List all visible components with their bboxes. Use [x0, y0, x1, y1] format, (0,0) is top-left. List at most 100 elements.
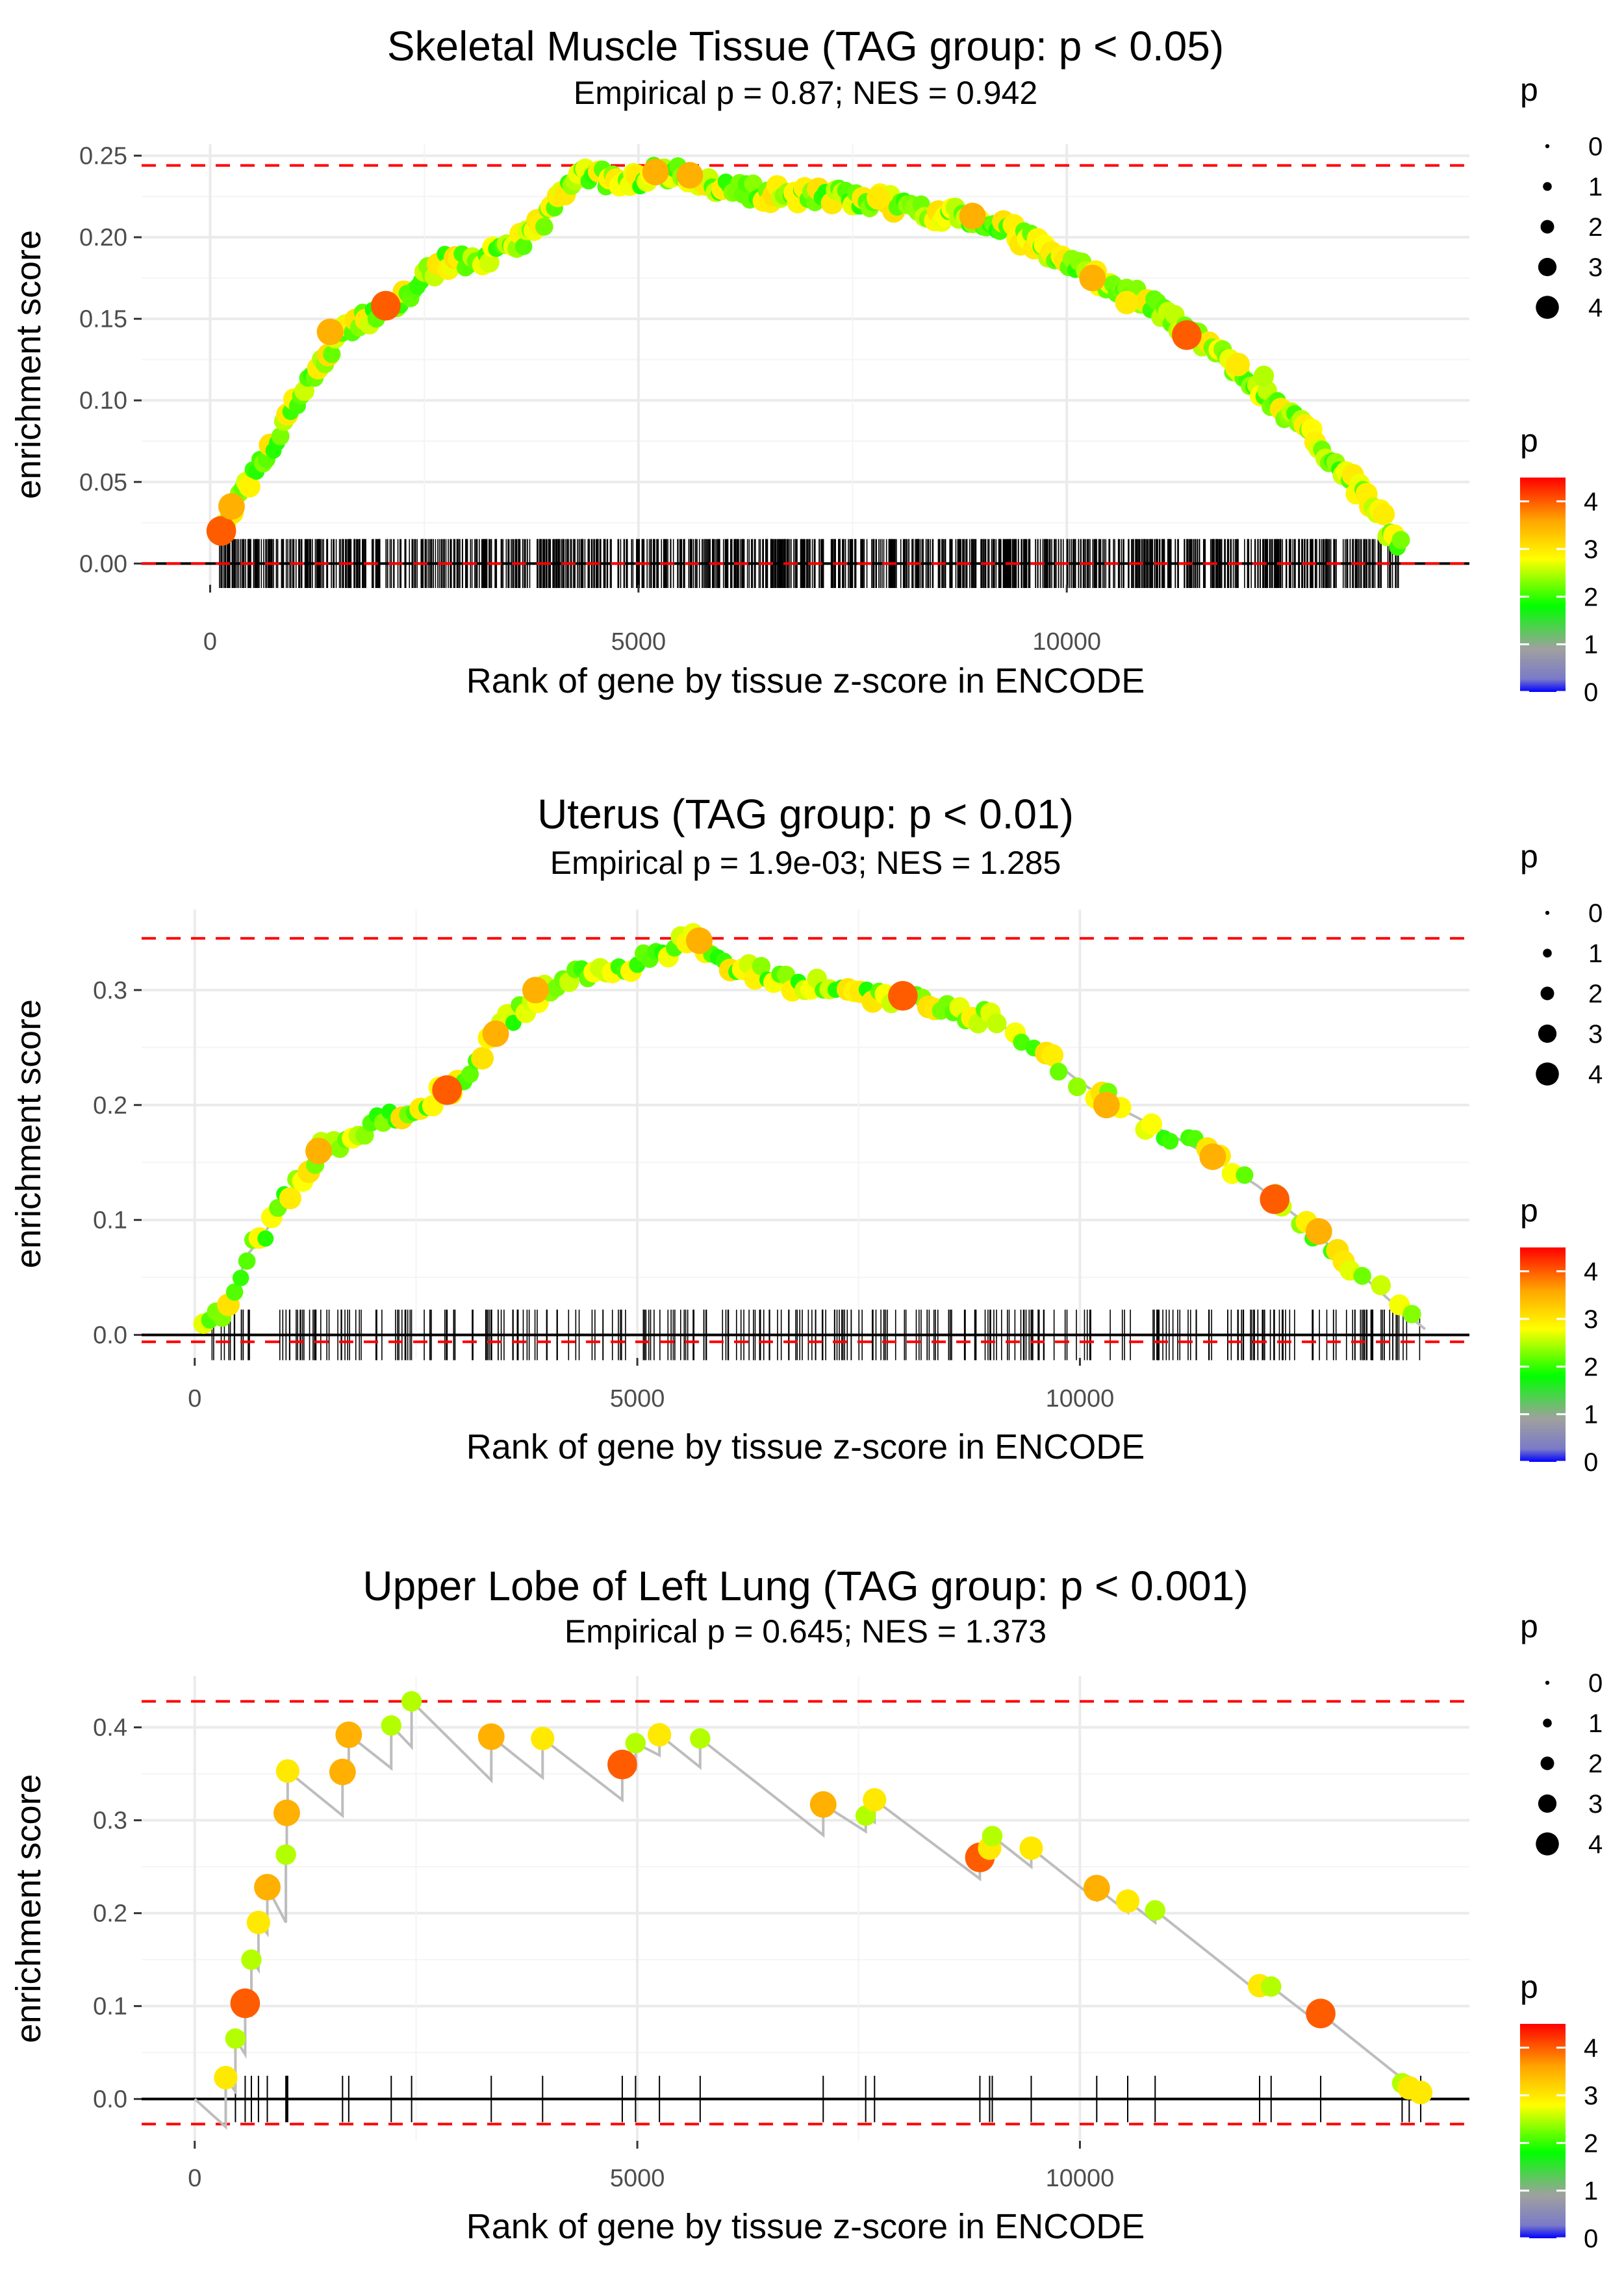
chart-panel-1: 0.00 0.05 0.10 0.15 0.20 0.25 0 5000 10000 Skelet…: [9, 23, 1603, 707]
gene-point: [1141, 1113, 1163, 1135]
gene-point: [477, 1723, 505, 1750]
chart-title: Upper Lobe of Left Lung (TAG group: p < …: [362, 1563, 1248, 1609]
gene-point: [381, 1715, 402, 1736]
colorbar: [1520, 478, 1566, 692]
y-tick-label: 0.0: [93, 2086, 127, 2114]
gene-point: [401, 1691, 422, 1712]
gene-point: [959, 203, 986, 229]
gene-point: [1261, 1976, 1282, 1997]
gene-point: [218, 493, 245, 520]
size-legend-dot: [1543, 949, 1552, 958]
size-legend-dot: [1540, 220, 1554, 234]
x-tick-label: 0: [188, 2165, 201, 2192]
gene-point: [987, 1013, 1007, 1034]
x-axis-label: Rank of gene by tissue z-score in ENCODE: [466, 1427, 1145, 1466]
gene-point: [1079, 264, 1106, 292]
gene-point: [1353, 1267, 1371, 1285]
gene-point: [335, 1721, 362, 1748]
gene-point: [371, 290, 401, 321]
color-legend-title: p: [1520, 1192, 1538, 1229]
gene-point: [1305, 1218, 1332, 1245]
gene-point: [776, 965, 796, 984]
color-legend-title: p: [1520, 422, 1538, 459]
y-axis-label: enrichment score: [9, 1774, 48, 2043]
gene-point: [432, 1075, 462, 1105]
gene-point: [1199, 1143, 1226, 1170]
size-legend-dot: [1545, 910, 1550, 915]
gene-point: [241, 1949, 262, 1970]
y-tick-label: 0.1: [93, 1993, 127, 2021]
colorbar-label: 4: [1584, 488, 1598, 517]
x-axis-label: Rank of gene by tissue z-score in ENCODE: [466, 2207, 1145, 2246]
gene-point: [1253, 365, 1275, 387]
size-legend-dot: [1545, 1680, 1550, 1685]
y-tick-label: 0.20: [79, 224, 127, 251]
x-tick-label: 10000: [1046, 2165, 1115, 2192]
gene-point: [1236, 1166, 1254, 1184]
colorbar-label: 2: [1584, 2129, 1598, 2158]
gene-point: [225, 2028, 246, 2049]
gene-point: [1161, 1132, 1179, 1150]
gene-point: [246, 1910, 270, 1935]
y-tick-label: 0.25: [79, 143, 127, 170]
gene-point: [1083, 1874, 1110, 1902]
y-axis-label: enrichment score: [9, 230, 48, 499]
size-legend-label: 1: [1588, 173, 1603, 201]
gene-point: [505, 1015, 522, 1031]
y-tick-label: 0.3: [93, 977, 127, 1004]
gene-point: [686, 927, 713, 954]
gene-point: [1050, 1062, 1068, 1081]
gene-point: [809, 1791, 837, 1818]
y-tick-label: 0.10: [79, 387, 127, 415]
size-legend-dot: [1536, 296, 1559, 319]
size-legend-dot: [1538, 1024, 1557, 1043]
gene-point: [479, 252, 500, 273]
gene-point: [982, 1826, 1003, 1846]
gene-point: [1306, 1999, 1336, 2028]
gene-point: [535, 218, 553, 236]
size-legend-label: 0: [1588, 1669, 1603, 1698]
x-tick-label: 5000: [610, 1385, 665, 1412]
gene-point: [1067, 1077, 1087, 1097]
size-legend-label: 2: [1588, 1750, 1603, 1778]
colorbar-label: 2: [1584, 583, 1598, 611]
gene-point: [1115, 290, 1139, 314]
gene-point: [1391, 531, 1410, 550]
gene-point: [1373, 503, 1395, 526]
legend: p 0 1 2 3 4 p 4 3 2 1 0: [1520, 71, 1603, 707]
x-tick-label: 5000: [611, 628, 666, 656]
y-tick-label: 0.00: [79, 550, 127, 578]
gene-point: [522, 977, 549, 1004]
size-legend-dot: [1543, 182, 1552, 191]
size-legend-label: 3: [1588, 1020, 1603, 1049]
y-tick-label: 0.0: [93, 1322, 127, 1349]
size-legend-label: 0: [1588, 899, 1603, 928]
size-legend-title: p: [1520, 838, 1538, 875]
chart-subtitle: Empirical p = 1.9e-03; NES = 1.285: [550, 845, 1061, 881]
chart-panel-2: 0.0 0.1 0.2 0.3 0 5000 10000 Uterus (TAG group:…: [9, 791, 1603, 1477]
size-legend-label: 4: [1588, 1830, 1603, 1859]
chart-subtitle: Empirical p = 0.87; NES = 0.942: [574, 75, 1037, 111]
y-tick-label: 0.1: [93, 1207, 127, 1234]
gene-point: [676, 162, 704, 189]
gene-point: [273, 1799, 300, 1826]
size-legend-dot: [1536, 1062, 1559, 1086]
size-legend-label: 2: [1588, 980, 1603, 1008]
gene-point: [225, 1283, 244, 1301]
gene-point: [206, 516, 236, 546]
x-tick-label: 0: [203, 628, 217, 656]
gene-point: [471, 1047, 494, 1070]
gene-point: [257, 1230, 274, 1247]
gene-point: [1019, 1836, 1043, 1860]
size-legend-label: 4: [1588, 1060, 1603, 1089]
y-tick-label: 0.15: [79, 306, 127, 333]
x-tick-label: 10000: [1046, 1385, 1115, 1412]
gene-point: [1145, 1900, 1166, 1921]
gene-point: [275, 1759, 299, 1783]
colorbar-label: 4: [1584, 1258, 1598, 1286]
size-legend-label: 1: [1588, 1709, 1603, 1738]
x-tick-label: 5000: [610, 2165, 665, 2192]
colorbar-label: 1: [1584, 631, 1598, 659]
gene-point: [1260, 1184, 1290, 1214]
size-legend-dot: [1538, 257, 1557, 277]
